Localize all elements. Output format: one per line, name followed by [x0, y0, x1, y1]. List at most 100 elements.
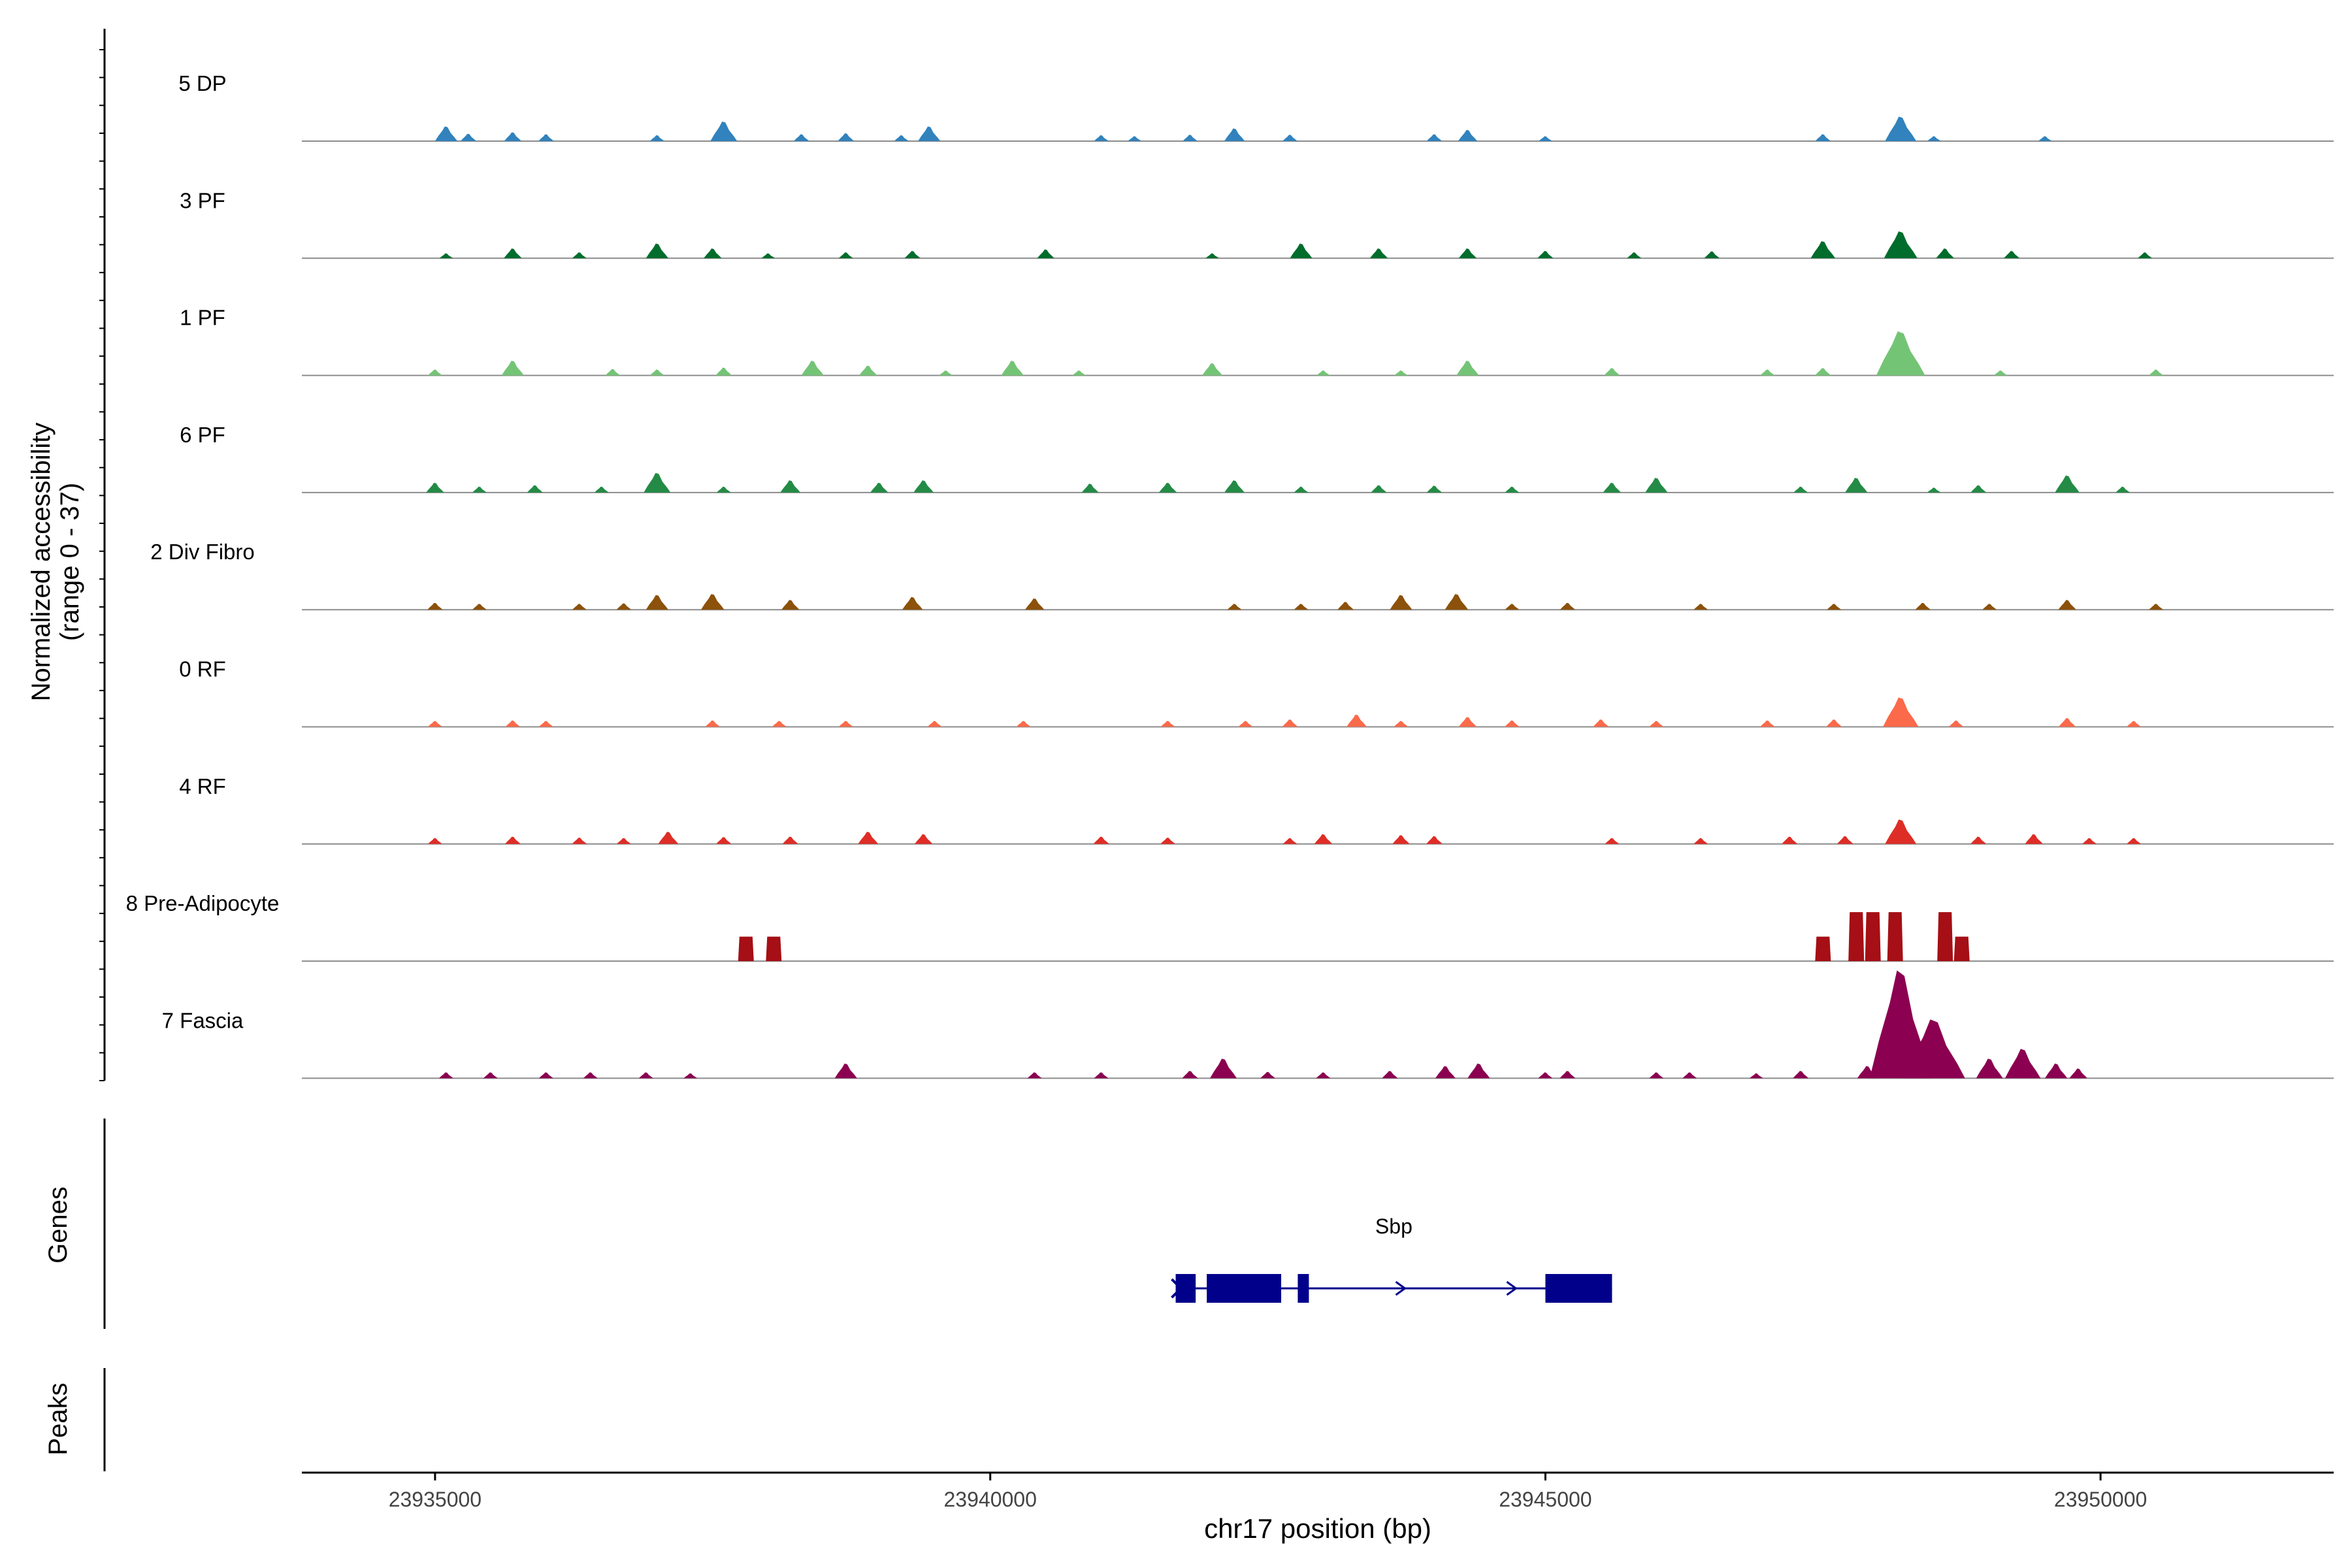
- coverage-peak: [705, 720, 721, 727]
- coverage-peak: [426, 482, 444, 493]
- coverage-peak: [2055, 475, 2080, 493]
- coverage-peak: [1605, 838, 1620, 844]
- coverage-peak: [427, 369, 442, 376]
- coverage-peak: [780, 480, 801, 493]
- coverage-peak: [1456, 361, 1479, 376]
- gene-strand-arrow: [1171, 1278, 1183, 1299]
- track-3-pf: 3 PF: [180, 188, 2334, 259]
- track-2-div-fibro: 2 Div Fibro: [150, 540, 2334, 611]
- coverage-peak: [1282, 719, 1298, 727]
- coverage-peak: [616, 603, 632, 610]
- coverage-peak: [918, 126, 941, 141]
- coverage-peak: [1205, 253, 1219, 259]
- coverage-peak: [1560, 1071, 1576, 1079]
- coverage-peak: [572, 604, 587, 610]
- track-7-fascia: 7 Fascia: [162, 970, 2334, 1079]
- coverage-peak: [538, 721, 553, 727]
- coverage-peak: [1993, 370, 2008, 376]
- coverage-peak: [483, 1072, 498, 1079]
- coverage-peak: [1827, 604, 1842, 610]
- coverage-peak: [1603, 482, 1622, 493]
- coverage-peak: [1903, 1019, 1965, 1079]
- coverage-peak: [1887, 912, 1903, 962]
- coverage-peak: [1294, 604, 1309, 610]
- coverage-peak: [801, 361, 824, 376]
- gene-label: Sbp: [1375, 1215, 1413, 1238]
- y-axis-title-line-2: (range 0 - 37): [56, 483, 84, 641]
- track-label: 4 RF: [179, 774, 226, 798]
- coverage-peak: [1371, 485, 1387, 493]
- coverage-peak: [1347, 714, 1367, 727]
- coverage-peak: [1810, 241, 1836, 259]
- coverage-peak: [1392, 835, 1410, 844]
- coverage-peak: [1953, 936, 1970, 962]
- x-axis-tick-label: 23950000: [2054, 1488, 2147, 1511]
- coverage-peak: [1782, 836, 1798, 844]
- coverage-peak: [738, 936, 754, 962]
- coverage-peak: [2025, 834, 2043, 844]
- coverage-peak: [1845, 478, 1868, 493]
- coverage-peak: [1282, 838, 1298, 844]
- coverage-peak: [1915, 602, 1931, 610]
- y-axis-title-line-1: Normalized accessibility: [27, 423, 56, 702]
- coverage-peak: [1202, 363, 1222, 376]
- x-axis-tick-label: 23940000: [944, 1488, 1037, 1511]
- track-label: 0 RF: [179, 657, 226, 681]
- coverage-peak: [1876, 331, 1925, 376]
- coverage-peak: [1649, 721, 1664, 727]
- coverage-peak: [427, 838, 442, 844]
- coverage-peak: [914, 834, 933, 844]
- track-6-pf: 6 PF: [180, 423, 2334, 493]
- coverage-peak: [2004, 251, 2020, 259]
- coverage-peak: [1505, 720, 1520, 727]
- peaks-panel-label: Peaks: [44, 1382, 73, 1455]
- coverage-peak: [594, 486, 609, 493]
- coverage-peak: [1537, 251, 1554, 259]
- coverage-peak: [1316, 1072, 1331, 1079]
- x-axis-title: chr17 position (bp): [1204, 1513, 1431, 1544]
- coverage-peak: [2045, 1063, 2068, 1079]
- coverage-peak: [2138, 252, 2153, 259]
- coverage-peak: [1815, 134, 1831, 141]
- coverage-peak: [1426, 485, 1443, 493]
- coverage-peak: [715, 367, 732, 376]
- coverage-peak: [572, 252, 587, 259]
- coverage-peak: [858, 832, 879, 844]
- coverage-peak: [1210, 1058, 1237, 1079]
- y-axis-title: Normalized accessibility (range 0 - 37): [27, 423, 84, 702]
- coverage-peak: [649, 135, 664, 141]
- coverage-peak: [1505, 486, 1520, 493]
- coverage-peak: [1458, 129, 1478, 141]
- coverage-peak: [1927, 487, 1941, 493]
- coverage-peak: [1645, 478, 1668, 493]
- coverage-peak: [1160, 721, 1175, 727]
- coverage-peak: [1037, 249, 1054, 259]
- coverage-peak: [1081, 483, 1099, 493]
- coverage-peak: [2038, 136, 2052, 141]
- coverage-peak: [1458, 717, 1477, 727]
- coverage-peak: [1238, 721, 1253, 727]
- coverage-peak: [2115, 486, 2131, 493]
- coverage-peak: [645, 243, 668, 259]
- coverage-peak: [838, 252, 853, 259]
- coverage-peak: [939, 370, 953, 376]
- coverage-peak: [1382, 1071, 1398, 1079]
- coverage-peak: [1158, 482, 1177, 493]
- coverage-peak: [761, 253, 776, 259]
- coverage-peak: [1394, 370, 1408, 376]
- track-label: 5 DP: [178, 71, 226, 95]
- coverage-peak: [1538, 1072, 1553, 1079]
- coverage-peak: [472, 604, 487, 610]
- coverage-peak: [1224, 480, 1245, 493]
- coverage-peak: [438, 1072, 453, 1079]
- coverage-peak: [504, 248, 522, 259]
- coverage-peak: [1865, 912, 1881, 962]
- track-label: 6 PF: [180, 423, 225, 447]
- coverage-peak: [472, 486, 487, 493]
- coverage-peak: [605, 368, 621, 376]
- coverage-peak: [1445, 594, 1469, 610]
- coverage-peak: [704, 248, 722, 259]
- coverage-peak: [2069, 1068, 2087, 1079]
- coverage-peak: [1094, 1072, 1109, 1079]
